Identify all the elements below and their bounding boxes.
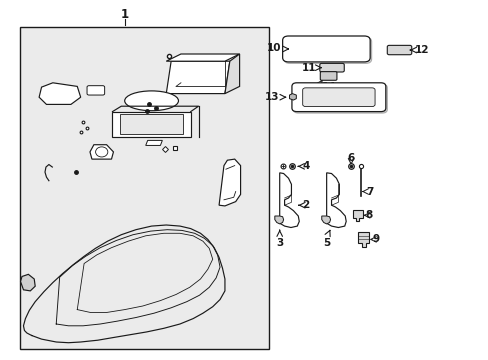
Text: 7: 7 bbox=[365, 186, 372, 197]
Polygon shape bbox=[357, 232, 368, 247]
Bar bbox=[20, 27, 268, 349]
FancyBboxPatch shape bbox=[87, 86, 104, 95]
FancyBboxPatch shape bbox=[293, 84, 386, 113]
FancyBboxPatch shape bbox=[282, 36, 369, 62]
Polygon shape bbox=[274, 216, 283, 224]
Text: 3: 3 bbox=[276, 238, 283, 248]
FancyBboxPatch shape bbox=[284, 37, 371, 63]
Polygon shape bbox=[326, 173, 346, 228]
Text: 9: 9 bbox=[372, 234, 379, 244]
Polygon shape bbox=[352, 210, 362, 221]
Polygon shape bbox=[321, 216, 330, 224]
FancyBboxPatch shape bbox=[320, 72, 336, 80]
Polygon shape bbox=[166, 61, 229, 94]
FancyBboxPatch shape bbox=[386, 45, 411, 55]
Text: 5: 5 bbox=[323, 238, 329, 248]
Polygon shape bbox=[289, 94, 296, 100]
Ellipse shape bbox=[124, 91, 178, 111]
FancyBboxPatch shape bbox=[302, 88, 374, 107]
Text: 8: 8 bbox=[365, 210, 372, 220]
FancyBboxPatch shape bbox=[319, 63, 344, 72]
Text: 2: 2 bbox=[302, 200, 309, 210]
Polygon shape bbox=[20, 274, 35, 291]
Polygon shape bbox=[39, 83, 81, 104]
Text: 14: 14 bbox=[321, 82, 336, 92]
Polygon shape bbox=[112, 112, 190, 137]
Polygon shape bbox=[166, 54, 239, 61]
FancyBboxPatch shape bbox=[291, 83, 385, 112]
Text: 4: 4 bbox=[302, 161, 309, 171]
Polygon shape bbox=[145, 140, 162, 145]
Text: 1: 1 bbox=[121, 8, 128, 21]
Text: 13: 13 bbox=[264, 92, 279, 102]
Polygon shape bbox=[224, 54, 239, 94]
Text: 10: 10 bbox=[266, 43, 281, 53]
Ellipse shape bbox=[96, 147, 108, 157]
Polygon shape bbox=[219, 159, 240, 206]
Text: 6: 6 bbox=[347, 153, 354, 163]
Polygon shape bbox=[279, 173, 299, 228]
Text: 12: 12 bbox=[414, 45, 428, 55]
Polygon shape bbox=[120, 114, 183, 134]
Text: 11: 11 bbox=[301, 63, 316, 73]
Polygon shape bbox=[90, 145, 113, 159]
